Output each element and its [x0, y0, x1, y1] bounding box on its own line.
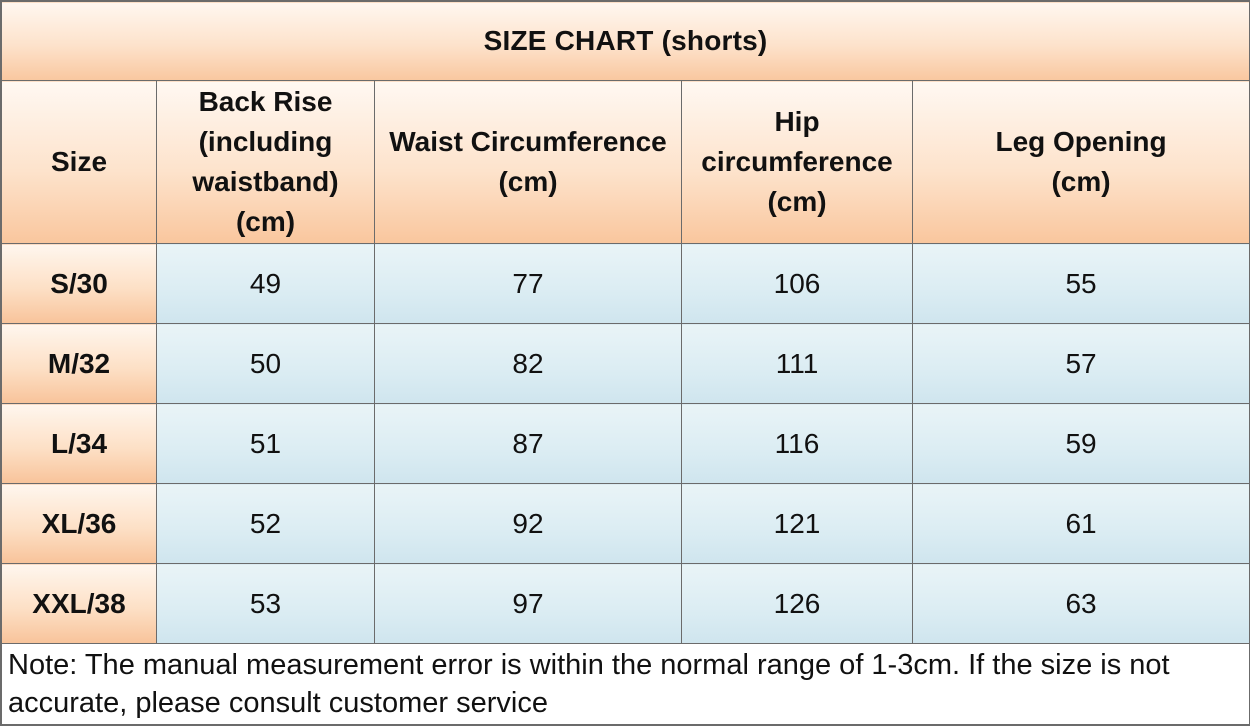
header-hip: Hip circumference (cm)	[681, 80, 913, 244]
hip-value: 126	[681, 563, 913, 644]
waist-value: 82	[374, 323, 682, 404]
back-rise-value: 50	[156, 323, 375, 404]
leg-opening-value: 57	[911, 323, 1250, 404]
header-back-rise-line-3: waistband)	[192, 166, 339, 197]
header-hip-line-1: Hip	[774, 106, 820, 137]
chart-title: SIZE CHART (shorts)	[0, 1, 1250, 81]
back-rise-value: 53	[156, 563, 375, 644]
measurement-note: Note: The manual measurement error is wi…	[0, 643, 1250, 725]
back-rise-value: 52	[156, 483, 375, 564]
header-back-rise-line-2: (including	[198, 126, 333, 157]
table-row: S/30 49 77 106 55	[1, 243, 1250, 324]
size-label: L/34	[1, 403, 157, 484]
size-label: S/30	[1, 243, 157, 324]
header-leg-opening-line-2: (cm)	[1051, 166, 1111, 197]
title-row: SIZE CHART (shorts)	[0, 1, 1250, 81]
header-back-rise-line-4: (cm)	[235, 206, 296, 237]
header-back-rise: Back Rise (including waistband) (cm)	[156, 80, 375, 244]
header-row: Size Back Rise (including waistband) (cm…	[1, 80, 1250, 244]
header-leg-opening: Leg Opening (cm)	[911, 80, 1250, 244]
header-size: Size	[1, 80, 157, 244]
header-hip-line-3: (cm)	[767, 186, 827, 217]
table-row: L/34 51 87 116 59	[1, 403, 1250, 484]
size-label: XXL/38	[1, 563, 157, 644]
size-label: M/32	[1, 323, 157, 404]
waist-value: 87	[374, 403, 682, 484]
table-row: M/32 50 82 111 57	[1, 323, 1250, 404]
table-row: XL/36 52 92 121 61	[1, 483, 1250, 564]
header-size-line: Size	[50, 146, 108, 177]
waist-value: 92	[374, 483, 682, 564]
waist-value: 77	[374, 243, 682, 324]
leg-opening-value: 63	[911, 563, 1250, 644]
back-rise-value: 51	[156, 403, 375, 484]
header-hip-line-2: circumference	[701, 146, 893, 177]
leg-opening-value: 55	[911, 243, 1250, 324]
header-back-rise-line-1: Back Rise	[198, 86, 333, 117]
header-waist-line-2: (cm)	[498, 166, 558, 197]
note-row: Note: The manual measurement error is wi…	[0, 643, 1250, 725]
leg-opening-value: 59	[911, 403, 1250, 484]
leg-opening-value: 61	[911, 483, 1250, 564]
header-waist-line-1: Waist Circumference	[389, 126, 667, 157]
table-row: XXL/38 53 97 126 63	[1, 563, 1250, 644]
size-label: XL/36	[1, 483, 157, 564]
hip-value: 116	[681, 403, 913, 484]
hip-value: 106	[681, 243, 913, 324]
hip-value: 111	[681, 323, 913, 404]
back-rise-value: 49	[156, 243, 375, 324]
hip-value: 121	[681, 483, 913, 564]
header-waist: Waist Circumference (cm)	[374, 80, 682, 244]
waist-value: 97	[374, 563, 682, 644]
header-leg-opening-line-1: Leg Opening	[995, 126, 1167, 157]
